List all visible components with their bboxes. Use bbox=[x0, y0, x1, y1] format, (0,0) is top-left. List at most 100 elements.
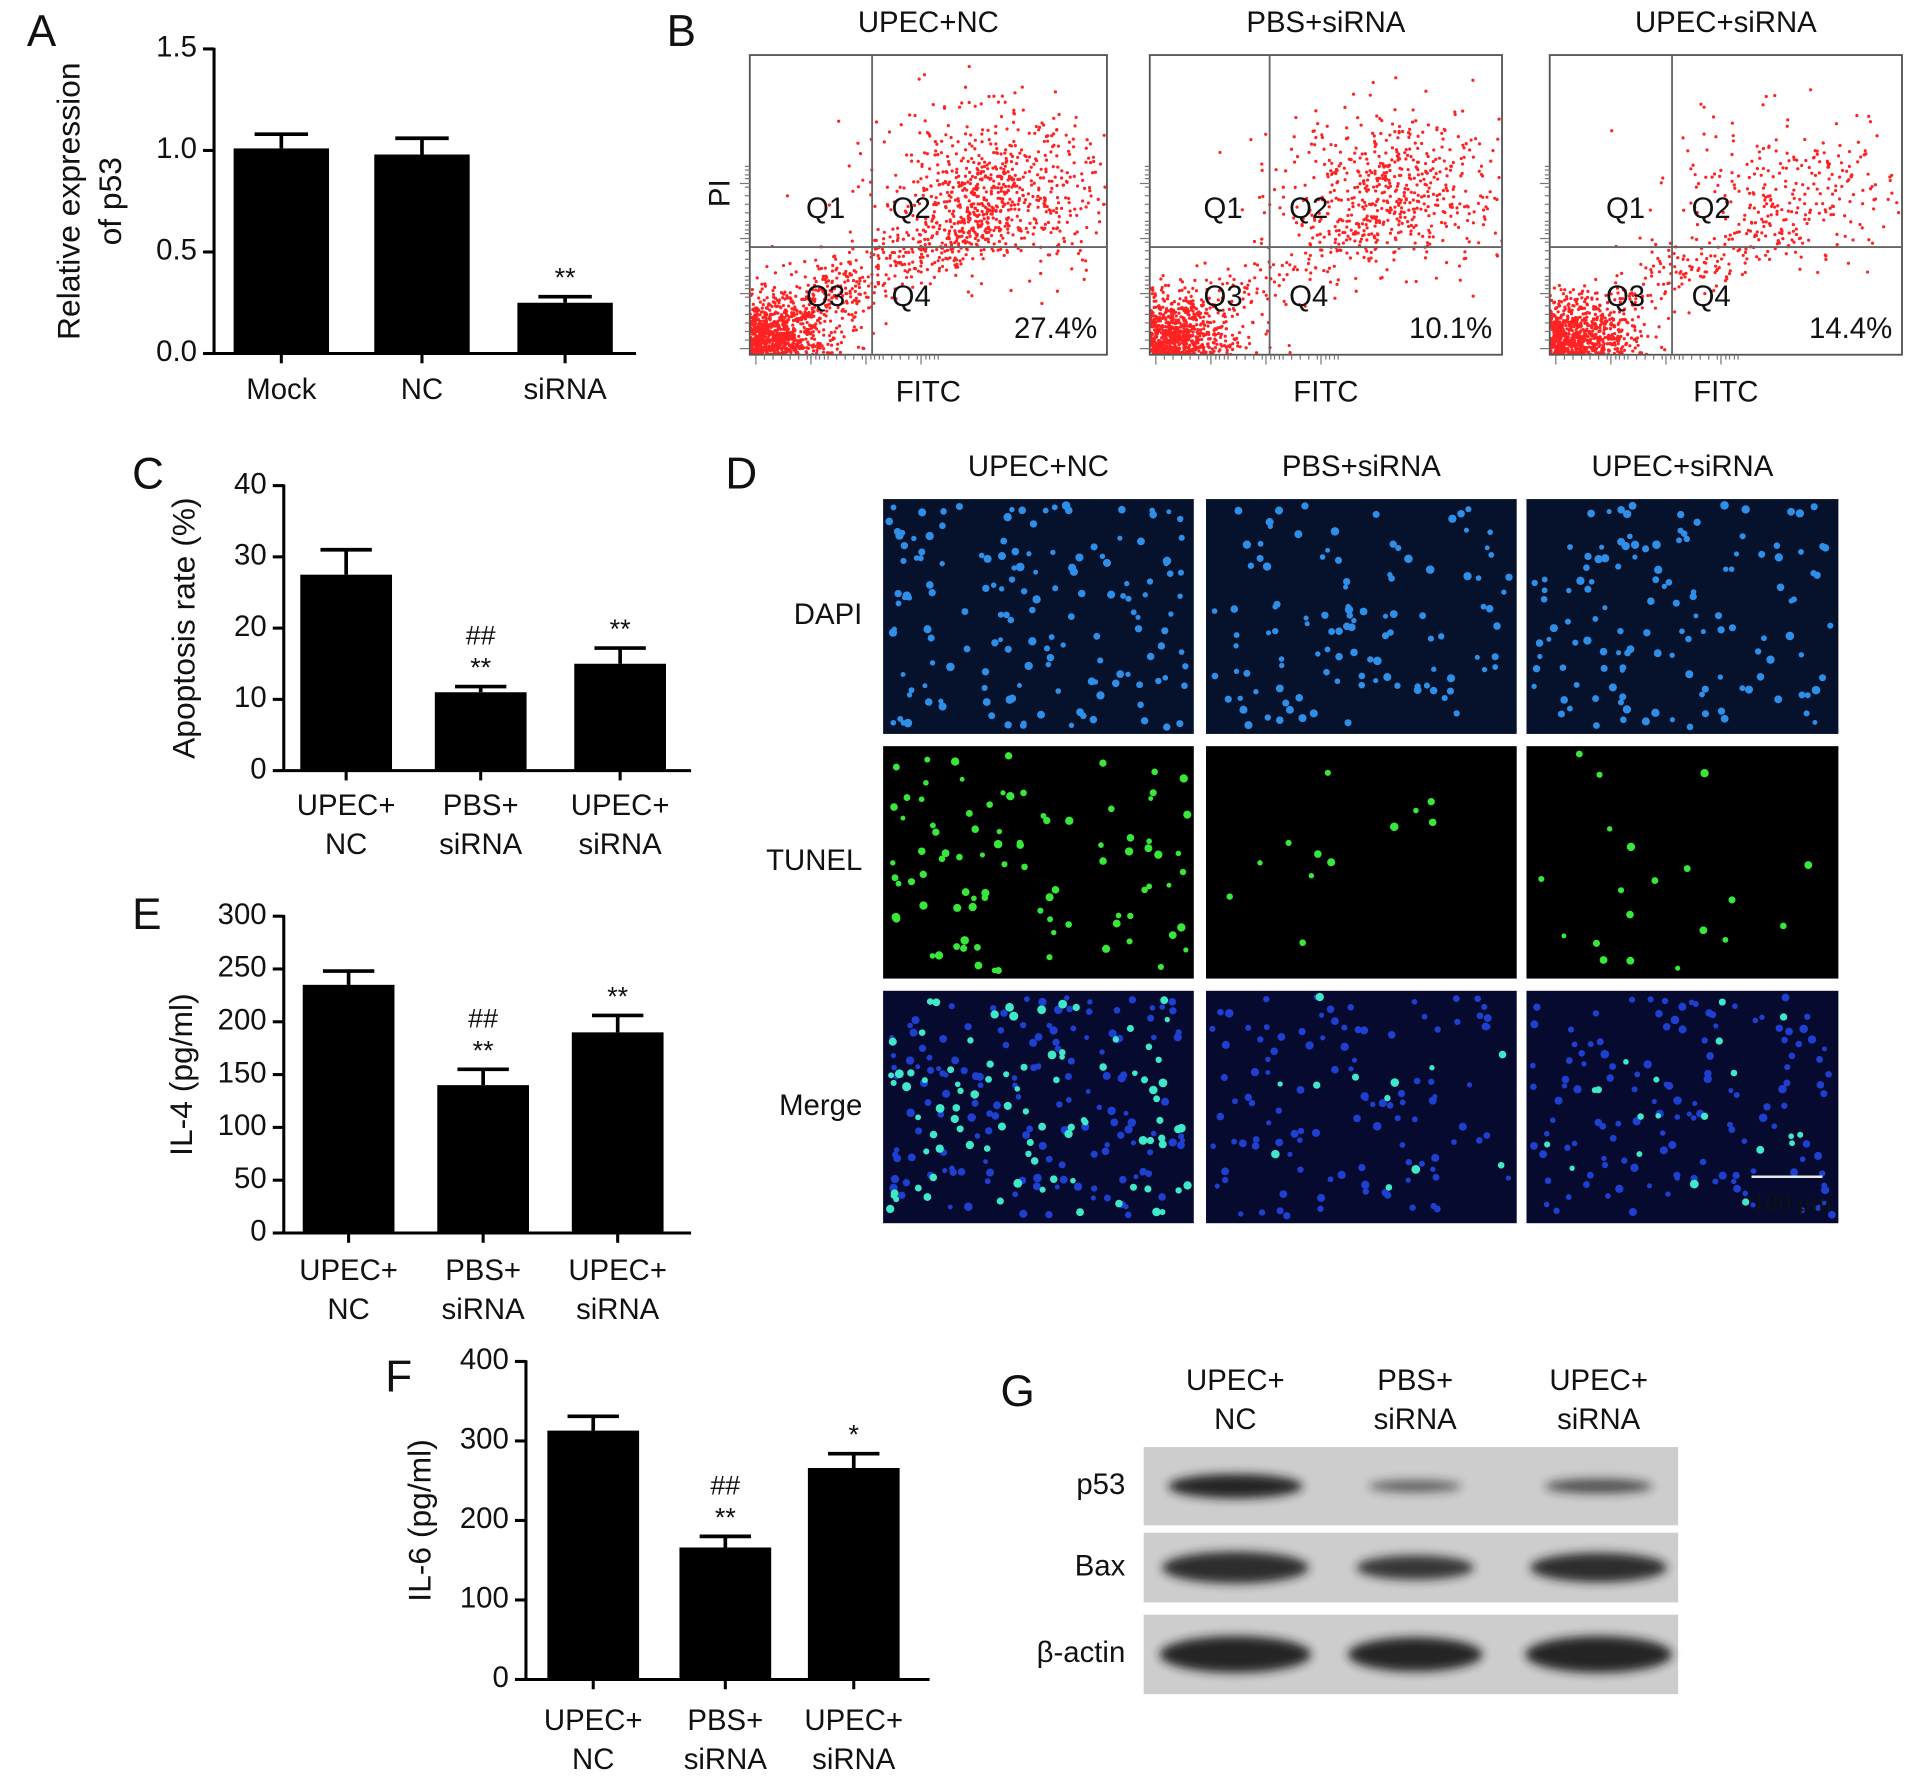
event-dot bbox=[773, 304, 778, 308]
event-dot bbox=[1221, 282, 1225, 286]
cell-spot bbox=[955, 502, 963, 511]
event-dot bbox=[1555, 306, 1559, 310]
event-dot bbox=[1360, 198, 1365, 202]
event-dot bbox=[758, 300, 762, 304]
event-dot bbox=[1650, 250, 1654, 254]
event-dot bbox=[1307, 150, 1311, 155]
event-dot bbox=[1793, 250, 1798, 254]
event-dot bbox=[1167, 329, 1171, 333]
event-dot bbox=[1575, 335, 1579, 340]
event-dot bbox=[1464, 189, 1468, 193]
event-dot bbox=[1582, 306, 1587, 310]
cell-spot bbox=[1009, 506, 1015, 513]
event-dot bbox=[891, 239, 895, 243]
event-dot bbox=[1737, 230, 1742, 234]
event-dot bbox=[799, 330, 803, 334]
event-dot bbox=[940, 251, 944, 255]
event-dot bbox=[1377, 164, 1381, 169]
event-dot bbox=[1432, 175, 1436, 179]
event-dot bbox=[857, 292, 861, 296]
event-dot bbox=[1164, 308, 1168, 312]
event-dot bbox=[1648, 208, 1652, 212]
event-dot bbox=[956, 221, 960, 225]
event-dot bbox=[1729, 200, 1733, 204]
event-dot bbox=[1753, 221, 1758, 225]
event-dot bbox=[1422, 194, 1426, 198]
event-dot bbox=[873, 285, 877, 289]
event-dot bbox=[1195, 264, 1199, 268]
event-dot bbox=[1762, 224, 1766, 229]
cell-spot bbox=[1004, 645, 1012, 653]
event-dot bbox=[1356, 116, 1360, 120]
event-dot bbox=[1194, 318, 1199, 322]
event-dot bbox=[905, 153, 909, 157]
event-dot bbox=[951, 185, 955, 190]
event-dot bbox=[843, 280, 847, 284]
event-dot bbox=[764, 306, 769, 310]
event-dot bbox=[1615, 274, 1619, 278]
event-dot bbox=[1320, 135, 1324, 140]
x-tick-label: siRNA bbox=[442, 1293, 526, 1326]
event-dot bbox=[1481, 208, 1486, 212]
event-dot bbox=[894, 260, 898, 264]
event-dot bbox=[1582, 300, 1587, 304]
event-dot bbox=[999, 233, 1003, 238]
event-dot bbox=[1178, 297, 1182, 301]
event-dot bbox=[1365, 238, 1369, 242]
event-dot bbox=[1039, 259, 1043, 263]
y-axis-label: Apoptosis rate (%) bbox=[165, 497, 201, 759]
event-dot bbox=[806, 315, 811, 319]
event-dot bbox=[1695, 222, 1700, 227]
event-dot bbox=[896, 236, 900, 240]
event-dot bbox=[1232, 277, 1236, 282]
panel-letter: E bbox=[132, 890, 161, 939]
cell-spot bbox=[908, 687, 915, 694]
event-dot bbox=[1817, 171, 1821, 175]
event-dot bbox=[1650, 274, 1654, 278]
event-dot bbox=[1236, 341, 1240, 345]
event-dot bbox=[1155, 316, 1160, 320]
cell-spot bbox=[1089, 715, 1098, 724]
cell-spot bbox=[1137, 701, 1144, 709]
event-dot bbox=[930, 262, 934, 266]
event-dot bbox=[1111, 151, 1114, 154]
event-dot bbox=[1444, 186, 1448, 190]
event-dot bbox=[1821, 141, 1825, 145]
event-dot bbox=[1471, 78, 1475, 82]
event-dot bbox=[1617, 321, 1621, 325]
event-dot bbox=[975, 188, 979, 192]
significance-mark: ** bbox=[555, 263, 576, 293]
row-label: Merge bbox=[779, 1089, 862, 1122]
event-dot bbox=[977, 153, 981, 158]
event-dot bbox=[923, 243, 927, 247]
event-dot bbox=[1448, 168, 1452, 172]
event-dot bbox=[1151, 288, 1155, 292]
cell-spot bbox=[922, 683, 928, 689]
event-dot bbox=[1593, 312, 1597, 317]
event-dot bbox=[1604, 327, 1609, 331]
event-dot bbox=[1412, 247, 1416, 251]
event-dot bbox=[1632, 337, 1636, 342]
x-tick-label: PBS+ bbox=[443, 789, 519, 822]
event-dot bbox=[780, 346, 784, 350]
event-dot bbox=[1380, 119, 1384, 123]
event-dot bbox=[1153, 323, 1157, 327]
cell-spot bbox=[918, 796, 925, 803]
event-dot bbox=[1293, 185, 1297, 189]
event-dot bbox=[1563, 288, 1567, 292]
event-dot bbox=[755, 276, 759, 280]
event-dot bbox=[1006, 170, 1010, 174]
event-dot bbox=[1407, 173, 1412, 177]
event-dot bbox=[974, 219, 978, 223]
event-dot bbox=[1375, 114, 1379, 118]
event-dot bbox=[1208, 306, 1212, 310]
event-dot bbox=[1406, 167, 1410, 172]
event-dot bbox=[1872, 198, 1876, 202]
y-axis-label: PI bbox=[703, 179, 736, 207]
event-dot bbox=[1046, 139, 1050, 143]
event-dot bbox=[1774, 187, 1778, 191]
event-dot bbox=[1382, 190, 1387, 194]
event-dot bbox=[1277, 284, 1281, 288]
event-dot bbox=[1050, 186, 1054, 190]
event-dot bbox=[1582, 330, 1586, 334]
